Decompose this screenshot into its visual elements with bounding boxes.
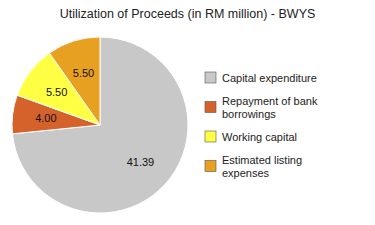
legend-label: Capital expenditure xyxy=(222,72,317,84)
legend-swatch xyxy=(205,131,216,142)
background xyxy=(0,0,375,225)
data-label: 5.50 xyxy=(46,86,67,98)
legend-swatch xyxy=(205,102,216,113)
data-label: 41.39 xyxy=(127,156,155,168)
legend-swatch xyxy=(205,161,216,172)
chart: Utilization of Proceeds (in RM million) … xyxy=(0,0,375,225)
slice xyxy=(49,37,100,125)
title: Utilization of Proceeds (in RM million) … xyxy=(60,7,316,21)
legend: Capital expenditure Repayment of bankborr… xyxy=(205,72,318,179)
data-labels: 41.39 4.00 5.50 5.50 xyxy=(35,67,154,168)
slices xyxy=(12,37,188,213)
data-label: 5.50 xyxy=(73,67,94,79)
legend-swatch xyxy=(205,72,216,83)
legend-label: Working capital xyxy=(222,131,297,143)
data-label: 4.00 xyxy=(35,112,56,124)
slice xyxy=(12,37,188,213)
legend-label: Repayment of bankborrowings xyxy=(222,95,318,120)
legend-label: Estimated listingexpenses xyxy=(222,154,302,179)
